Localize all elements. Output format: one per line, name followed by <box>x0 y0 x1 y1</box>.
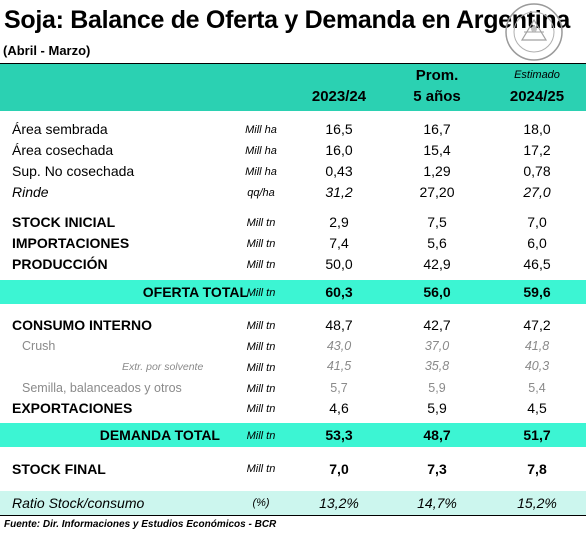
row-unit: Mill tn <box>246 463 276 475</box>
row-value-2023-24: 4,6 <box>329 400 349 416</box>
row-unit: Mill tn <box>246 238 276 250</box>
row-unit: Mill tn <box>246 341 276 353</box>
row-value-prom: 37,0 <box>424 339 450 353</box>
row-value-2023-24: 5,7 <box>330 381 348 395</box>
row-unit: Mill tn <box>246 383 276 395</box>
row-unit: Mill ha <box>245 124 277 136</box>
row-value-2023-24: 43,0 <box>326 339 352 353</box>
row-value-2023-24: 2,9 <box>329 214 349 230</box>
row-unit: (%) <box>252 497 270 509</box>
row-label: Semilla, balanceados y otros <box>22 381 182 395</box>
row-value-prom: 27,20 <box>419 184 455 200</box>
page-title: Soja: Balance de Oferta y Demanda en Arg… <box>4 6 570 34</box>
row-value-2023-24: 50,0 <box>325 256 353 272</box>
page-subtitle: (Abril - Marzo) <box>3 43 91 58</box>
row-value-2023-24: 53,3 <box>325 427 353 443</box>
row-value-prom: 7,3 <box>427 461 447 477</box>
row-label: Crush <box>22 339 56 353</box>
row-value-2023-24: 48,7 <box>325 317 353 333</box>
ratio-band <box>0 491 586 515</box>
row-value-2024-25: 6,0 <box>527 235 547 251</box>
row-value-2024-25: 5,4 <box>528 381 546 395</box>
row-unit: Mill tn <box>246 320 276 332</box>
row-unit: Mill tn <box>246 403 276 415</box>
row-value-2024-25: 47,2 <box>523 317 551 333</box>
row-value-2024-25: 17,2 <box>523 142 551 158</box>
row-value-prom: 16,7 <box>423 121 451 137</box>
row-value-prom: 1,29 <box>423 163 451 179</box>
row-value-2023-24: 0,43 <box>325 163 353 179</box>
row-label: Rinde <box>12 184 49 200</box>
row-value-2024-25: 51,7 <box>523 427 551 443</box>
row-value-prom: 42,9 <box>423 256 451 272</box>
row-value-2024-25: 0,78 <box>523 163 551 179</box>
column-header-band <box>0 63 586 111</box>
row-value-2023-24: 16,0 <box>325 142 353 158</box>
row-unit: qq/ha <box>247 187 275 199</box>
demanda-total-band <box>0 423 586 447</box>
row-label: IMPORTACIONES <box>12 235 130 251</box>
row-value-2024-25: 46,5 <box>523 256 551 272</box>
row-value-2024-25: 41,8 <box>524 339 550 353</box>
row-label: PRODUCCIÓN <box>12 256 108 272</box>
row-value-2023-24: 60,3 <box>325 284 353 300</box>
row-value-2023-24: 7,4 <box>329 235 349 251</box>
row-value-2023-24: 41,5 <box>326 359 352 373</box>
row-value-2023-24: 7,0 <box>329 461 349 477</box>
row-value-prom: 5,9 <box>427 400 447 416</box>
col2-header-top: Prom. <box>415 67 459 84</box>
row-value-2023-24: 16,5 <box>325 121 353 137</box>
row-label: Ratio Stock/consumo <box>12 495 145 511</box>
table-bottom-rule <box>0 515 586 516</box>
row-value-prom: 7,5 <box>427 214 447 230</box>
row-value-prom: 56,0 <box>423 284 451 300</box>
row-value-prom: 5,6 <box>427 235 447 251</box>
row-unit: Mill tn <box>246 430 276 442</box>
row-unit: Mill tn <box>246 362 276 374</box>
row-value-prom: 5,9 <box>428 381 446 395</box>
row-value-2023-24: 13,2% <box>319 495 359 511</box>
row-label: EXPORTACIONES <box>12 400 133 416</box>
row-unit: Mill ha <box>245 145 277 157</box>
col2-header: 5 años <box>413 88 461 105</box>
row-unit: Mill ha <box>245 166 277 178</box>
row-value-prom: 35,8 <box>424 359 450 373</box>
row-label: DEMANDA TOTAL <box>99 427 220 443</box>
row-label: Extr. por solvente <box>122 361 204 373</box>
row-value-prom: 15,4 <box>423 142 451 158</box>
row-label: STOCK INICIAL <box>12 214 116 230</box>
source-footnote: Fuente: Dir. Informaciones y Estudios Ec… <box>4 519 277 530</box>
row-unit: Mill tn <box>246 217 276 229</box>
row-value-2023-24: 31,2 <box>325 184 353 200</box>
row-label: OFERTA TOTAL <box>142 284 248 300</box>
row-value-2024-25: 27,0 <box>523 184 551 200</box>
row-value-2024-25: 59,6 <box>523 284 551 300</box>
bcr-seal-logo <box>505 3 563 61</box>
col3-header-top: Estimado <box>514 69 560 81</box>
col1-header: 2023/24 <box>311 88 367 105</box>
row-value-prom: 42,7 <box>423 317 451 333</box>
row-value-2024-25: 7,0 <box>527 214 547 230</box>
row-label: Área sembrada <box>12 121 108 137</box>
row-value-2024-25: 40,3 <box>524 359 550 373</box>
row-value-2024-25: 4,5 <box>527 400 547 416</box>
row-label: Área cosechada <box>12 142 114 158</box>
oferta-total-band <box>0 280 586 304</box>
row-value-prom: 48,7 <box>423 427 451 443</box>
col3-header: 2024/25 <box>509 88 565 105</box>
row-value-2024-25: 18,0 <box>523 121 551 137</box>
row-value-2024-25: 15,2% <box>517 495 557 511</box>
row-unit: Mill tn <box>246 259 276 271</box>
row-label: CONSUMO INTERNO <box>12 317 152 333</box>
row-value-2024-25: 7,8 <box>527 461 547 477</box>
row-unit: Mill tn <box>246 287 276 299</box>
row-value-prom: 14,7% <box>417 495 457 511</box>
row-label: STOCK FINAL <box>12 461 106 477</box>
row-label: Sup. No cosechada <box>12 163 135 179</box>
